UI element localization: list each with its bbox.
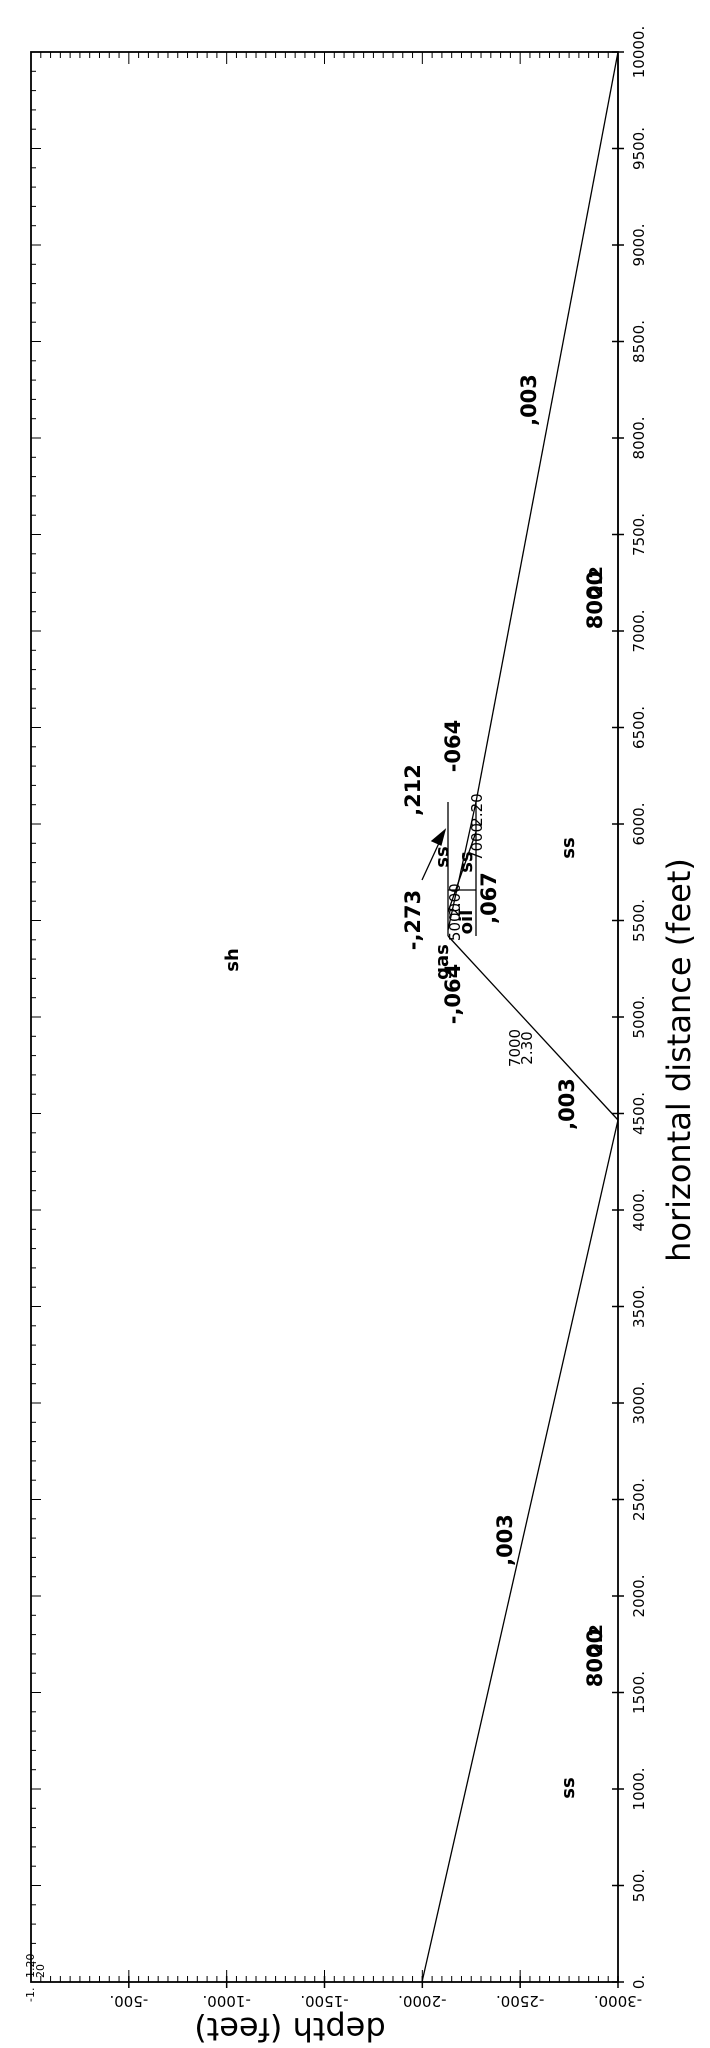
x-axis-tick-label: 10000.	[630, 26, 648, 79]
arrow-head	[430, 828, 447, 846]
sandstone-label-right: ss	[558, 837, 579, 858]
sandstone-label-left: ss	[558, 1777, 579, 1798]
oil-density-label: 2.00	[446, 883, 464, 916]
x-axis-tick-label: 6000.	[630, 803, 648, 846]
x-axis-tick-label: 5500.	[630, 899, 648, 942]
gas-label: gas	[432, 944, 453, 980]
ss-velocity-left-label: 7000	[506, 1029, 524, 1067]
bottom-minor-ticks	[30, 1970, 619, 1982]
x-axis-tick-label: 3500.	[630, 1285, 648, 1328]
y-axis-tick-label: -500.	[109, 1992, 148, 2010]
right-velocity-label: 8000	[583, 571, 607, 629]
coef-mid-left: ,003	[555, 1078, 579, 1130]
y-axis-tick-labels: -500. -1000. -1500. -2000. -2500. -3000.	[109, 1976, 642, 2010]
right-flank-boundary	[475, 51, 619, 803]
x-axis-tick-label: 2000.	[630, 1575, 648, 1618]
x-axis-tick-labels: 0. 500. 1000. 1500. 2000. 2500. 3000. 3500. 4000…	[612, 26, 648, 1989]
ss-wedge-right	[447, 831, 477, 913]
x-axis-tick-label: 0.	[630, 1975, 648, 1989]
left-flank-boundary	[421, 1119, 619, 1983]
x-axis-tick-label: 500.	[630, 1869, 648, 1902]
y-axis-tick-label: -1000.	[202, 1992, 250, 2010]
ss-density-left-label: 2.30	[518, 1031, 536, 1064]
right-density-label: 2.2	[586, 566, 607, 598]
left-minor-ticks	[31, 51, 41, 1983]
x-axis-tick-label: 7000.	[630, 610, 648, 653]
x-axis-title: horizontal distance (feet)	[660, 858, 698, 1262]
corner-label-3: 20	[34, 1964, 47, 1978]
left-velocity-label: 8000	[583, 1629, 607, 1687]
y-axis-tick-label: -3000.	[594, 1992, 642, 2010]
ss-velocity-top-label: 7000	[468, 823, 486, 861]
oil-label: oil	[456, 910, 477, 935]
coef-oil-067: ,067	[477, 872, 501, 924]
y-axis-tick-label: -2500.	[496, 1992, 544, 2010]
coef-gas-273: -,273	[401, 890, 425, 951]
x-axis-tick-label: 5000.	[630, 996, 648, 1039]
ss-reservoir-label-bottom: ss	[456, 851, 477, 872]
y-axis-title: depth (feet)	[194, 2010, 385, 2044]
shale-label: sh	[222, 948, 243, 972]
coef-right-flank: ,003	[517, 374, 541, 426]
ss-wedge-left	[447, 801, 477, 931]
x-axis-tick-label: 9500.	[630, 127, 648, 170]
y-axis-tick-label: -2000.	[398, 1992, 446, 2010]
x-axis-tick-label: 6500.	[630, 706, 648, 749]
corner-label-2: -1.	[24, 1988, 37, 2002]
plot-frame	[30, 51, 619, 1983]
y-axis-tick-label: -1500.	[300, 1992, 348, 2010]
x-axis-tick-label: 4500.	[630, 1092, 648, 1135]
x-axis-tick-label: 1500.	[630, 1671, 648, 1714]
x-axis-tick-label: 7500.	[630, 513, 648, 556]
coef-left-flank: ,003	[493, 1514, 517, 1566]
gas-velocity-label: 5000	[446, 903, 464, 941]
top-minor-ticks	[30, 52, 619, 64]
x-axis-tick-label: 1000.	[630, 1768, 648, 1811]
x-axis-tick-label: 8000.	[630, 417, 648, 460]
x-axis-tick-label: 8500.	[630, 320, 648, 363]
x-axis-tick-label: 2500.	[630, 1478, 648, 1521]
layer-boundaries	[421, 51, 619, 1983]
corner-label-1: 1.20	[24, 1954, 37, 1979]
x-axis-tick-label: 9000.	[630, 224, 648, 267]
coef-right-064: -064	[441, 720, 465, 773]
x-axis-tick-label: 4000.	[630, 1189, 648, 1232]
ss-reservoir-label-top: ss	[432, 846, 453, 867]
coef-ss-212: ,212	[401, 764, 425, 816]
x-axis-tick-label: 3000.	[630, 1382, 648, 1425]
left-density-label: 2.2	[586, 1624, 607, 1656]
ss-density-top-label: 2.20	[468, 793, 486, 826]
left-trap-boundary	[447, 935, 619, 1121]
coef-left-064: -,064	[441, 964, 465, 1025]
